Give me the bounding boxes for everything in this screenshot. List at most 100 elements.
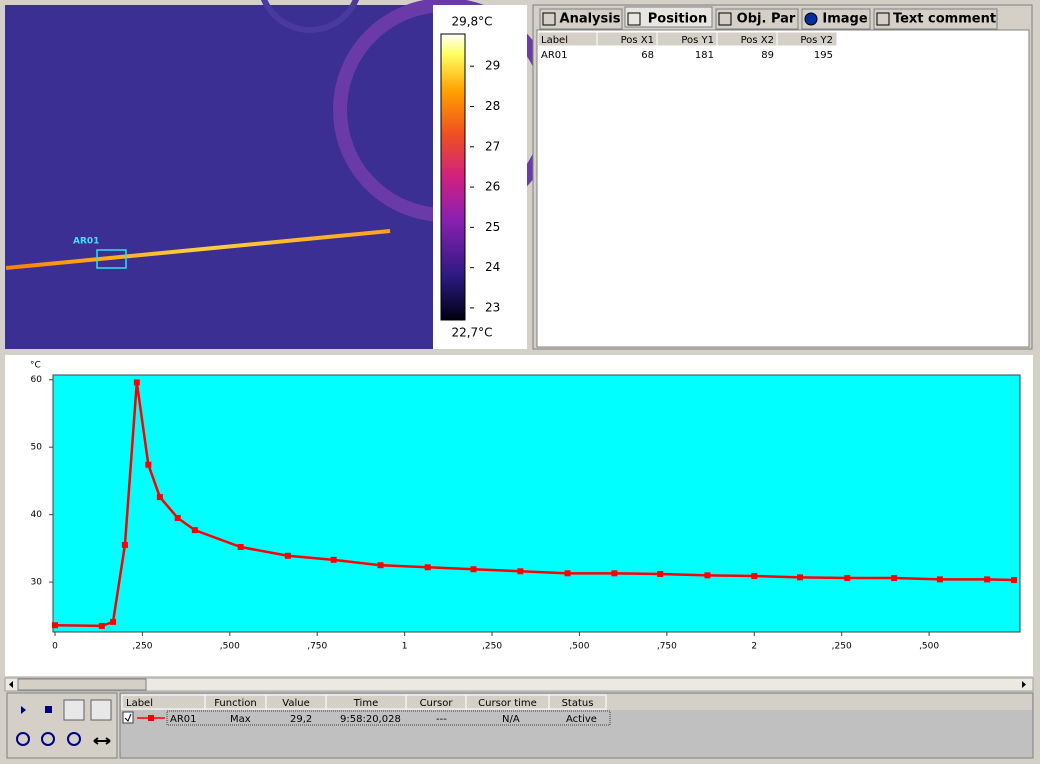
zoom-in[interactable] — [16, 732, 30, 746]
tab-icon — [542, 12, 556, 26]
scroll-left[interactable] — [9, 681, 13, 688]
tab-label[interactable]: Obj. Par — [737, 12, 796, 27]
table-cell: N/A — [502, 714, 520, 725]
tab[interactable] — [801, 8, 871, 30]
data-point — [751, 573, 758, 580]
data-point — [174, 515, 181, 522]
tab[interactable] — [873, 8, 998, 30]
x-tick-label: ,500 — [919, 642, 939, 652]
scale-tick-label: 28 — [485, 99, 500, 113]
plot-area — [52, 374, 1021, 633]
scroll-right[interactable] — [1022, 681, 1026, 688]
data-point — [424, 564, 431, 571]
column-header-label: Cursor time — [478, 698, 537, 709]
scale-tick-label: 24 — [485, 260, 500, 274]
scale-tick-label: 27 — [485, 139, 500, 153]
tab-label[interactable]: Analysis — [560, 12, 621, 27]
data-point — [121, 541, 128, 548]
data-point — [470, 566, 477, 573]
x-tick-label: ,750 — [307, 642, 327, 652]
column-header-label: Pos Y1 — [681, 35, 714, 46]
x-tick-label: ,500 — [220, 642, 240, 652]
zoom-buttons — [16, 732, 111, 746]
zoom-out[interactable] — [41, 732, 55, 746]
scale-tick-label: 26 — [485, 180, 500, 194]
y-tick-label: 50 — [31, 443, 43, 453]
y-tick-label: 60 — [31, 375, 43, 385]
x-tick-label: ,250 — [132, 642, 152, 652]
scale-max: 29,8°C — [451, 15, 492, 29]
table-cell: --- — [436, 714, 447, 725]
hot-pipe — [5, 229, 391, 270]
tab-icon — [718, 12, 732, 26]
data-point — [657, 570, 664, 577]
data-point — [891, 575, 898, 582]
data-point — [517, 568, 524, 575]
area-box[interactable] — [96, 249, 127, 269]
tab[interactable] — [539, 8, 623, 30]
stop-button[interactable] — [45, 706, 52, 713]
add-button[interactable] — [63, 699, 85, 721]
x-tick-label: ,250 — [832, 642, 852, 652]
data-point — [797, 574, 804, 581]
data-point — [145, 461, 152, 468]
data-point — [844, 575, 851, 582]
tab-icon — [804, 12, 818, 26]
table-cell: 29,2 — [290, 714, 312, 725]
x-tick-label: 0 — [52, 642, 58, 652]
y-tick-label: 30 — [31, 578, 43, 588]
column-header-label: Label — [541, 35, 568, 46]
table-cell: Active — [566, 714, 597, 725]
table-cell: 68 — [641, 50, 654, 61]
tab-icon — [876, 12, 890, 26]
play-button[interactable] — [21, 706, 26, 714]
settings-button[interactable] — [90, 699, 112, 721]
data-point — [156, 494, 163, 501]
column-header-label: Value — [282, 698, 309, 709]
column-header-label: Function — [214, 698, 257, 709]
data-point — [52, 622, 58, 629]
x-tick-label: 1 — [402, 642, 408, 652]
data-point — [98, 622, 105, 629]
position-table — [536, 29, 1030, 348]
column-header-label: Time — [353, 698, 378, 709]
data-point — [984, 576, 991, 583]
row-focus — [166, 710, 611, 726]
scrollbar[interactable] — [4, 677, 1034, 692]
table-cell: 195 — [814, 50, 833, 61]
checkbox[interactable] — [122, 711, 134, 724]
x-tick-label: ,500 — [569, 642, 589, 652]
data-point — [1011, 577, 1018, 584]
x-tick-label: ,250 — [482, 642, 502, 652]
column-header-label: Pos Y2 — [800, 35, 833, 46]
data-point — [564, 570, 571, 577]
data-point — [191, 527, 198, 534]
pan-button[interactable] — [93, 737, 111, 745]
x-tick-label: 2 — [751, 642, 757, 652]
column-header — [776, 31, 838, 47]
area-label: AR01 — [73, 237, 99, 247]
scroll-thumb[interactable] — [17, 678, 147, 691]
zoom-fit[interactable] — [67, 732, 81, 746]
column-header-label: Pos X2 — [741, 35, 774, 46]
tab-label[interactable]: Position — [648, 12, 708, 27]
table-cell: 89 — [761, 50, 774, 61]
column-header-label: Pos X1 — [621, 35, 654, 46]
data-point — [330, 556, 337, 563]
scale-tick-label: 23 — [485, 300, 500, 314]
table-cell: AR01 — [541, 50, 568, 61]
data-point — [110, 618, 117, 625]
tab[interactable] — [624, 6, 713, 28]
tab-icon — [627, 12, 641, 26]
tab[interactable] — [715, 8, 799, 30]
tab-label[interactable]: Text comment — [893, 12, 996, 27]
color-bar — [440, 33, 466, 321]
tab-label[interactable]: Image — [822, 12, 867, 27]
column-header — [548, 694, 607, 710]
scale-tick-label: 29 — [485, 59, 500, 73]
y-unit: °C — [30, 361, 41, 371]
legend-marker — [148, 715, 154, 721]
y-tick-label: 40 — [31, 510, 43, 520]
